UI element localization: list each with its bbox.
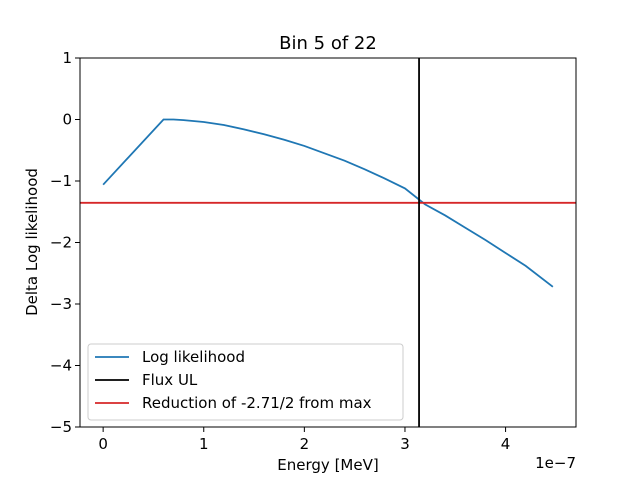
x-tick-label: 4 (501, 435, 511, 453)
legend-box (87, 343, 404, 421)
y-tick-label: −2 (50, 234, 72, 252)
chart-title: Bin 5 of 22 (279, 33, 377, 54)
x-tick-label: 3 (400, 435, 410, 453)
x-tick-label: 2 (300, 435, 310, 453)
y-tick-label: 0 (62, 111, 72, 129)
y-axis-label: Delta Log likelihood (23, 168, 41, 316)
x-tick-label: 0 (98, 435, 108, 453)
y-axis: 1 0 −1 −2 −3 −4 −5 (50, 49, 80, 436)
x-tick-label: 1 (199, 435, 209, 453)
x-axis-offset-label: 1e−7 (535, 454, 576, 472)
series-line-log-likelihood (102, 118, 554, 288)
legend-label: Reduction of -2.71/2 from max (142, 394, 372, 412)
legend-item-flux-ul: Flux UL (95, 371, 198, 389)
y-tick-label: −1 (50, 172, 72, 190)
y-tick-label: −5 (50, 418, 72, 436)
y-tick-label: 1 (62, 49, 72, 67)
legend-label: Flux UL (142, 371, 198, 389)
x-axis-label: Energy [MeV] (277, 456, 378, 474)
y-tick-label: −4 (50, 357, 72, 375)
plot-area (80, 58, 576, 427)
legend-item-log-likelihood: Log likelihood (95, 348, 245, 366)
legend-label: Log likelihood (142, 348, 245, 366)
legend-item-reduction: Reduction of -2.71/2 from max (95, 394, 372, 412)
y-tick-label: −3 (50, 295, 72, 313)
x-axis: 0 1 2 3 4 (98, 427, 510, 453)
legend: Log likelihood Flux UL Reduction of -2.71/… (87, 343, 404, 421)
